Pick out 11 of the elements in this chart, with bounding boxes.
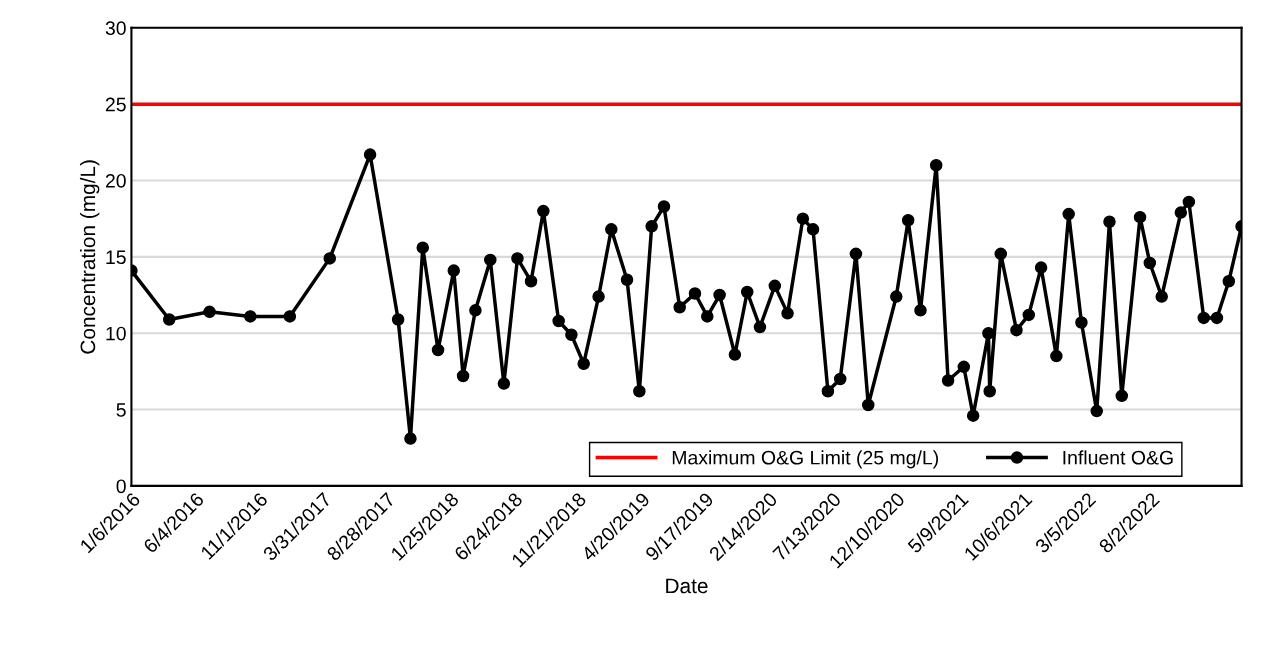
- y-tick-label: 25: [105, 97, 126, 112]
- y-tick-label: 20: [105, 173, 126, 188]
- legend-label: Influent O&G: [1063, 450, 1173, 465]
- legend-label: Maximum O&G Limit (25 mg/L): [672, 450, 938, 469]
- y-tick-label: 0: [116, 479, 126, 494]
- x-axis-title: Date: [666, 578, 708, 594]
- y-tick-label: 10: [106, 326, 126, 341]
- y-tick-label: 5: [116, 403, 126, 417]
- y-axis-title: Concentration (mg/L): [79, 160, 100, 354]
- y-tick-label: 15: [106, 250, 126, 265]
- y-tick-label: 30: [105, 21, 126, 36]
